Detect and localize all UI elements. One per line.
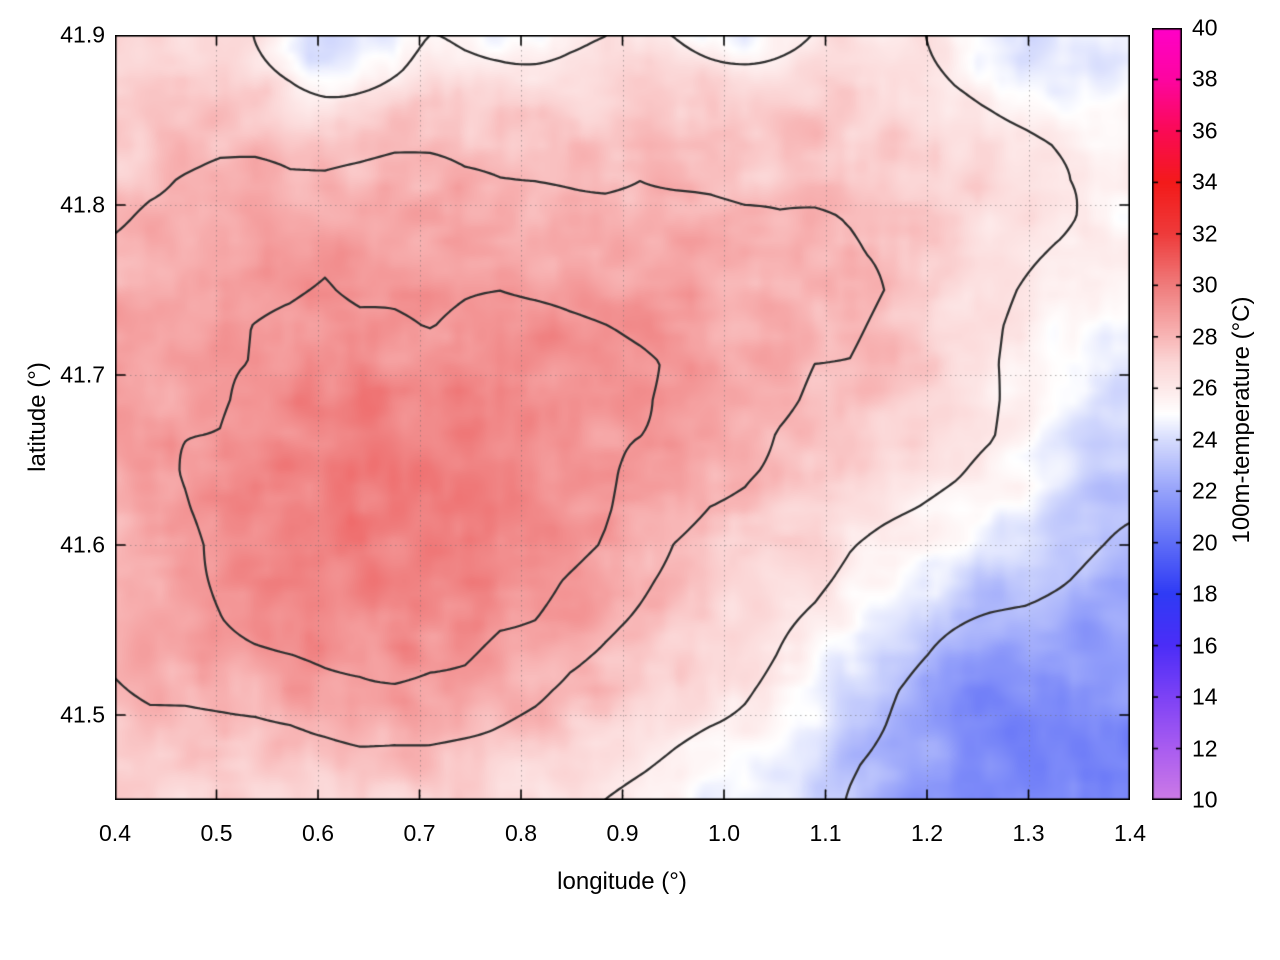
colorbar-tick-label: 22 xyxy=(1192,477,1218,504)
colorbar-tick-label: 20 xyxy=(1192,529,1218,556)
y-axis-label: latitude (°) xyxy=(24,362,51,472)
colorbar-tick-label: 24 xyxy=(1192,426,1218,453)
colorbar-tick-label: 16 xyxy=(1192,632,1218,659)
x-tick-label: 1.2 xyxy=(911,820,943,846)
x-tick-label: 1.3 xyxy=(1012,820,1045,846)
colorbar-tick-label: 10 xyxy=(1192,786,1218,813)
x-tick-label: 0.9 xyxy=(606,820,639,846)
y-tick-label: 41.8 xyxy=(60,191,105,218)
y-tick-label: 41.5 xyxy=(60,701,105,728)
colorbar-tick-label: 40 xyxy=(1192,14,1218,41)
colorbar-tick-label: 26 xyxy=(1192,374,1218,401)
colorbar-canvas xyxy=(1152,28,1182,800)
x-tick-label: 0.4 xyxy=(99,820,131,846)
x-tick-label: 0.7 xyxy=(403,820,436,846)
colorbar-tick-label: 12 xyxy=(1192,735,1218,762)
colorbar-tick-label: 30 xyxy=(1192,271,1218,298)
y-tick-label: 41.6 xyxy=(60,531,105,558)
colorbar-tick-label: 38 xyxy=(1192,65,1218,92)
x-tick-label: 0.8 xyxy=(505,820,537,846)
colorbar-tick-label: 18 xyxy=(1192,580,1218,607)
colorbar-tick-label: 34 xyxy=(1192,168,1218,195)
y-tick-label: 41.9 xyxy=(60,21,105,48)
x-tick-label: 0.5 xyxy=(200,820,233,846)
heatmap-plot-canvas xyxy=(115,35,1130,800)
x-axis-label: longitude (°) xyxy=(557,868,687,895)
y-tick-label: 41.7 xyxy=(60,361,105,388)
colorbar-label: 100m-temperature (°C) xyxy=(1228,296,1255,544)
x-tick-label: 1.0 xyxy=(708,820,740,846)
x-tick-label: 1.4 xyxy=(1114,820,1146,846)
colorbar-tick-label: 28 xyxy=(1192,323,1218,350)
colorbar-tick-label: 32 xyxy=(1192,220,1218,247)
x-tick-label: 0.6 xyxy=(302,820,334,846)
colorbar-tick-label: 14 xyxy=(1192,683,1218,710)
x-tick-label: 1.1 xyxy=(809,820,842,846)
colorbar-tick-label: 36 xyxy=(1192,117,1218,144)
